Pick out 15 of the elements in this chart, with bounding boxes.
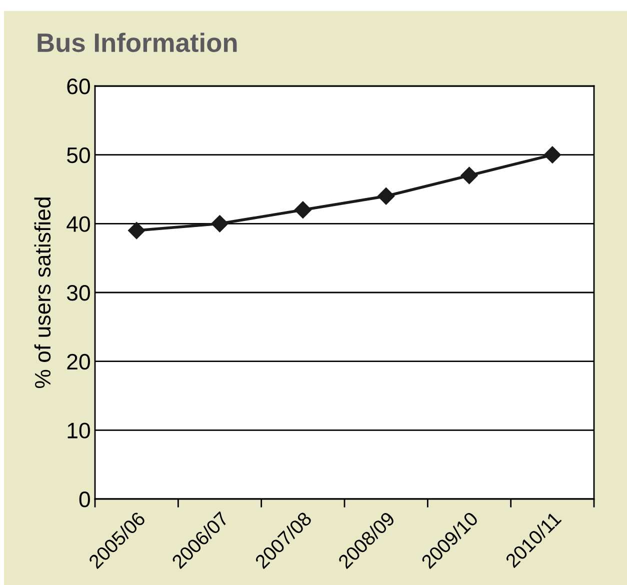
point bbox=[128, 222, 146, 240]
y-tick-label: 20 bbox=[67, 354, 90, 370]
y-tick-label: 10 bbox=[68, 422, 90, 438]
point bbox=[460, 166, 478, 184]
point bbox=[544, 146, 561, 164]
chart-title: Bus Information bbox=[38, 32, 237, 52]
y-tick-label: 30 bbox=[66, 285, 90, 301]
y-tick-label: 60 bbox=[67, 78, 90, 94]
y-tick-label: 40 bbox=[66, 216, 90, 232]
y-tick-label: 50 bbox=[67, 147, 90, 164]
y-axis-title: % of users satisfied bbox=[34, 198, 51, 388]
point bbox=[211, 215, 228, 232]
point bbox=[378, 188, 395, 205]
y-tick-label: 0 bbox=[79, 492, 90, 508]
point bbox=[294, 201, 312, 218]
